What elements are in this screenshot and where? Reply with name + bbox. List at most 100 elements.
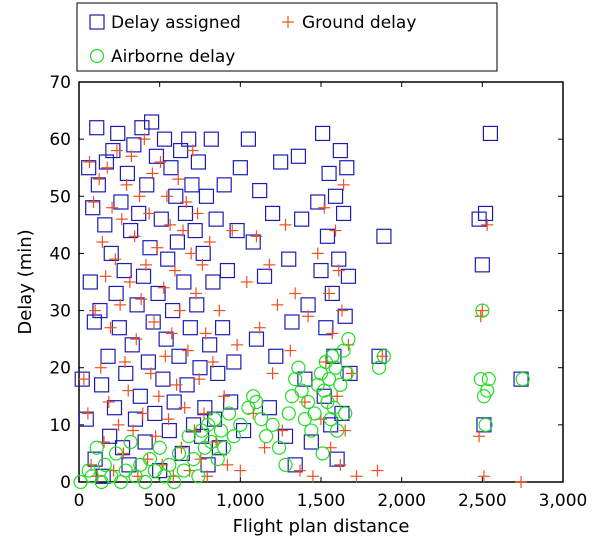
data-point [207,412,222,427]
data-point [81,407,94,420]
y-axis: 0 10 20 30 40 50 60 70 [49,73,563,493]
data-point [327,188,344,204]
data-point [198,407,211,420]
data-point [334,405,350,422]
data-point [160,190,173,203]
data-point [331,251,347,267]
data-point [89,440,104,455]
data-point [112,418,125,431]
data-point [82,274,98,290]
data-point [480,383,495,398]
data-point [481,218,494,231]
data-point [118,463,133,478]
data-point [77,373,90,386]
data-point [249,394,264,410]
data-point [321,372,337,387]
data-point [217,440,232,455]
y-tick-label: 40 [49,244,71,264]
data-point [339,424,352,437]
data-point [101,161,114,174]
data-point [515,372,530,387]
data-point [226,354,242,370]
data-point [93,173,106,186]
data-point [326,400,342,415]
data-point [163,160,179,176]
y-tick-label: 50 [49,187,71,207]
data-point [515,476,528,488]
data-point [376,228,392,244]
x-axis-label: Flight plan distance [233,516,410,537]
data-point [187,222,203,239]
data-point [371,464,384,477]
data-point [136,407,149,420]
data-point [190,154,206,170]
data-point [208,211,224,227]
data-point [200,457,216,473]
y-tick-label: 60 [49,130,71,150]
data-point [478,417,493,432]
data-point [81,160,97,176]
data-point [93,377,110,393]
data-point [482,125,498,142]
x-tick-label: 500 [143,491,175,511]
data-point [253,321,266,334]
data-point [289,287,302,300]
data-point [127,411,144,427]
data-point [165,327,178,340]
data-point [197,400,213,416]
data-point [334,458,347,471]
data-point [298,396,311,408]
data-point [376,349,392,364]
data-point [226,224,239,237]
data-point [135,268,152,284]
data-point [337,308,353,324]
data-point [297,371,313,387]
data-point [196,258,209,271]
data-point [157,281,170,294]
data-point [143,207,156,220]
data-point [335,205,352,222]
data-point [323,287,336,300]
data-point [134,120,150,136]
data-point [473,430,486,443]
data-point [306,470,319,483]
data-point [176,274,192,290]
data-point [155,371,171,387]
legend-label: Delay assigned [111,13,241,33]
data-point [321,165,337,182]
data-point [281,406,296,421]
data-point [166,394,182,410]
data-point [144,114,160,130]
data-point [122,384,135,397]
data-point [221,406,237,421]
data-point [248,331,265,347]
data-point [100,348,116,364]
data-point [102,396,115,408]
data-point [273,154,289,170]
data-point [94,361,107,374]
data-point [169,234,186,250]
data-point [339,366,354,381]
data-point [168,264,181,277]
data-point [245,234,261,250]
data-point [78,411,94,427]
data-point [161,422,177,439]
data-point [181,429,196,444]
data-point [340,268,357,284]
data-point [159,350,172,363]
data-point [221,458,234,471]
series-airborne-delay [73,303,530,490]
data-point [338,406,353,421]
data-point [192,360,208,376]
data-point [330,423,345,438]
x-tick-label: 2,500 [458,491,507,511]
data-point [307,406,322,421]
data-point [329,451,345,467]
data-point [218,390,231,403]
data-point [147,405,163,422]
data-point [256,268,273,284]
data-point [294,464,307,477]
data-point [219,262,236,279]
data-point [139,177,155,193]
data-point [300,297,316,313]
